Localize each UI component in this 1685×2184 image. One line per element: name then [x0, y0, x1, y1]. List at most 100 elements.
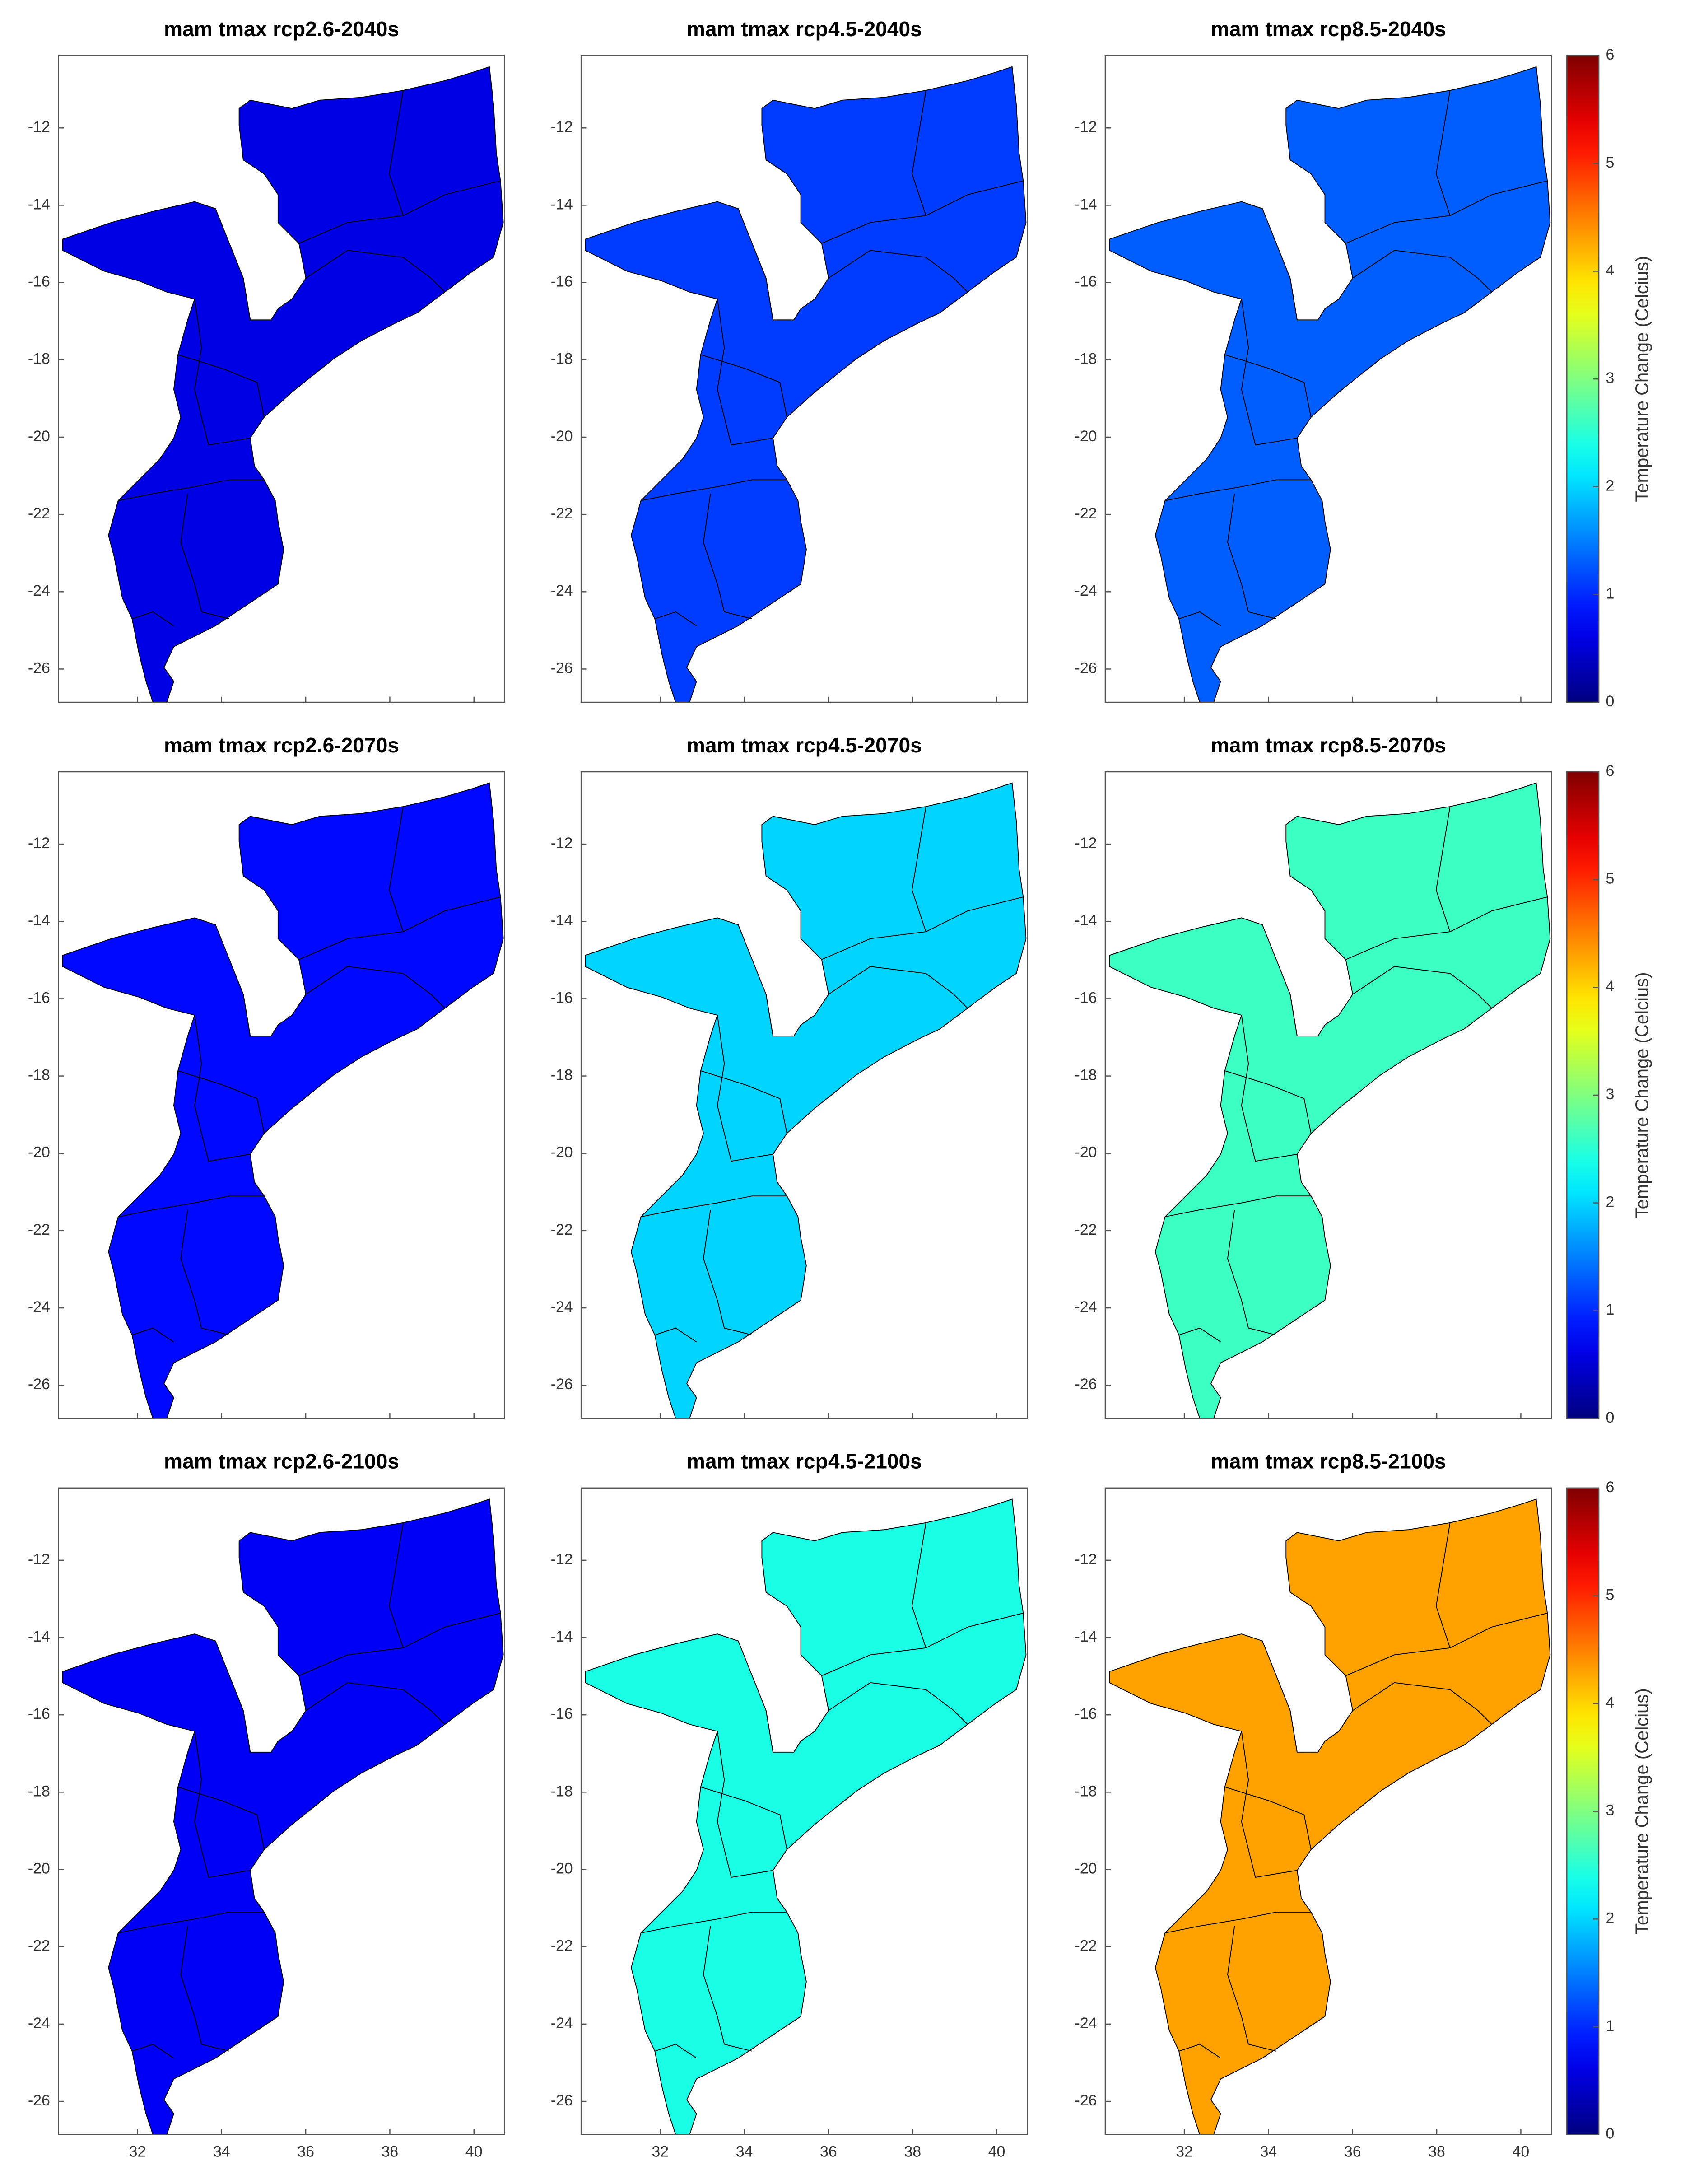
province-border — [1165, 1195, 1311, 1218]
map-panel: mam tmax rcp8.5-2100s -12 -14 -16 -18 -20 -22 -… — [1075, 1450, 1552, 2161]
y-tick-label: -22 — [551, 1937, 573, 1955]
colorbar: 0 1 2 3 4 5 6 Temperature Change (Celcius) — [1566, 762, 1652, 1426]
province-border — [912, 90, 926, 216]
y-tick-label: -18 — [28, 1783, 50, 1800]
colorbar: 0 1 2 3 4 5 6 Temperature Change (Celcius) — [1566, 46, 1652, 710]
y-tick-label: -20 — [28, 428, 50, 445]
province-border — [1289, 1710, 1298, 1753]
province-border — [912, 1522, 926, 1648]
colorbar-tick-label: 5 — [1606, 870, 1614, 887]
y-tick-label: -14 — [28, 196, 50, 213]
x-tick-label: 38 — [904, 2143, 921, 2161]
country-fill — [1109, 1498, 1551, 2135]
y-tick-label: -24 — [28, 582, 50, 599]
colorbar-tick-label: 4 — [1606, 1694, 1614, 1711]
x-tick-label: 40 — [465, 2143, 483, 2161]
y-tick-label: -16 — [28, 989, 50, 1006]
axes-frame — [58, 55, 505, 703]
country-fill — [1109, 782, 1551, 1419]
axes-frame — [1104, 55, 1552, 703]
province-border — [1435, 806, 1451, 932]
y-tick-label: -24 — [551, 582, 573, 599]
colorbar-tick-label: 2 — [1606, 477, 1614, 495]
country-fill — [62, 66, 504, 703]
province-border — [1241, 1731, 1298, 1878]
country-fill — [585, 66, 1027, 703]
province-border — [389, 1522, 404, 1648]
province-border — [180, 494, 230, 620]
colorbar-label: Temperature Change (Celcius) — [1632, 1688, 1652, 1934]
panel-title: mam tmax rcp4.5-2040s — [687, 17, 922, 41]
province-border — [1345, 180, 1548, 244]
y-tick-label: -16 — [28, 1705, 50, 1722]
y-tick-label: -20 — [1075, 1860, 1097, 1877]
y-tick-label: -14 — [551, 196, 573, 213]
y-tick-label: -12 — [28, 1551, 50, 1568]
axes-frame — [580, 55, 1028, 703]
map-panel: mam tmax rcp8.5-2070s -12 -14 -16 -18 -20 -22 -… — [1075, 733, 1552, 1419]
y-tick-label: -14 — [1075, 912, 1097, 929]
colorbar-tick-label: 6 — [1606, 1479, 1614, 1496]
y-tick-label: -16 — [1075, 989, 1097, 1006]
x-tick-label: 32 — [129, 2143, 146, 2161]
province-border — [242, 994, 251, 1036]
province-border — [132, 2044, 174, 2059]
province-border — [180, 1926, 230, 2052]
y-tick-label: -12 — [551, 835, 573, 852]
province-border — [242, 278, 251, 320]
y-tick-label: -12 — [28, 835, 50, 852]
province-border — [1289, 278, 1298, 320]
y-tick-label: -24 — [28, 2015, 50, 2032]
province-border — [641, 1195, 787, 1218]
province-border — [700, 354, 787, 417]
y-tick-label: -24 — [551, 2015, 573, 2032]
province-border — [1227, 1926, 1276, 2052]
province-border — [765, 278, 773, 320]
province-border — [821, 896, 1024, 960]
y-tick-label: -22 — [1075, 1937, 1097, 1955]
panel-title: mam tmax rcp8.5-2070s — [1211, 733, 1446, 757]
province-border — [703, 494, 753, 620]
x-tick-label: 40 — [1513, 2143, 1530, 2161]
colorbar-tick-label: 3 — [1606, 1086, 1614, 1103]
colorbar: 0 1 2 3 4 5 6 Temperature Change (Celcius) — [1566, 1479, 1652, 2142]
province-border — [180, 1209, 230, 1335]
province-border — [703, 1209, 753, 1335]
colorbar-tick-label: 4 — [1606, 261, 1614, 279]
panel-title: mam tmax rcp4.5-2070s — [687, 733, 922, 757]
y-tick-label: -18 — [28, 1067, 50, 1084]
x-tick-label: 34 — [736, 2143, 753, 2161]
colorbar-tick-label: 0 — [1606, 693, 1614, 710]
y-tick-label: -16 — [1075, 1705, 1097, 1722]
x-tick-label: 34 — [1260, 2143, 1277, 2161]
province-border — [1178, 2044, 1221, 2059]
colorbar-label: Temperature Change (Celcius) — [1632, 256, 1652, 502]
province-border — [194, 299, 251, 446]
province-border — [298, 896, 501, 960]
y-tick-label: -26 — [551, 659, 573, 677]
colorbar-tick-label: 0 — [1606, 1409, 1614, 1426]
y-tick-label: -14 — [551, 1628, 573, 1645]
y-tick-label: -20 — [551, 1860, 573, 1877]
y-tick-label: -18 — [551, 1067, 573, 1084]
province-border — [700, 1786, 787, 1850]
province-border — [655, 2044, 697, 2059]
x-tick-label: 38 — [1428, 2143, 1445, 2161]
y-tick-label: -22 — [28, 1937, 50, 1955]
y-tick-label: -14 — [1075, 1628, 1097, 1645]
province-border — [298, 180, 501, 244]
y-tick-label: -20 — [551, 1144, 573, 1161]
axes-frame — [1104, 1487, 1552, 2135]
country-fill — [62, 782, 504, 1419]
province-border — [1345, 896, 1548, 960]
province-border — [700, 1070, 787, 1134]
province-border — [655, 1327, 697, 1343]
map-panel: mam tmax rcp4.5-2070s -12 -14 -16 -18 -20 -22 -… — [551, 733, 1028, 1419]
y-tick-label: -18 — [28, 350, 50, 368]
province-border — [1227, 1209, 1276, 1335]
colorbar-tick-label: 3 — [1606, 369, 1614, 387]
map-panel: mam tmax rcp2.6-2040s -12 -14 -16 -18 -20 -22 -… — [28, 17, 505, 703]
province-border — [1241, 299, 1298, 446]
y-tick-label: -26 — [551, 1376, 573, 1393]
y-tick-label: -14 — [28, 912, 50, 929]
